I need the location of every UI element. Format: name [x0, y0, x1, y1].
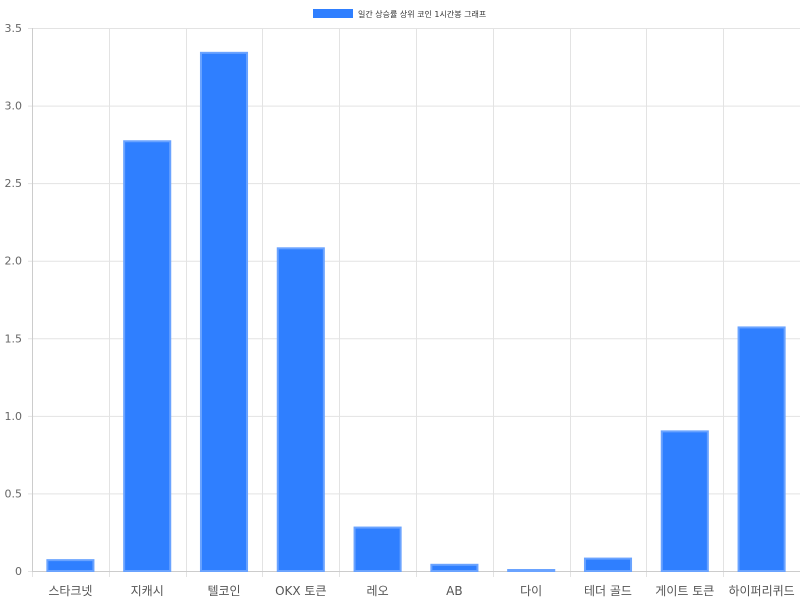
bar-4[interactable] [353, 526, 402, 572]
y-tick-label: 2.0 [5, 255, 23, 268]
y-tick-label: 1.0 [5, 410, 23, 423]
legend[interactable]: 일간 상승률 상위 코인 1시간봉 그래프 [313, 9, 486, 19]
y-axis-ticks: 0 0.5 1.0 1.5 2.0 2.5 3.0 3.5 [5, 22, 23, 578]
y-tick-label: 2.5 [5, 177, 23, 190]
bar-5[interactable] [430, 563, 479, 573]
x-tick-label: 텔코인 [207, 584, 240, 598]
y-tick-label: 0 [15, 565, 22, 578]
y-tick-label: 3.0 [5, 100, 23, 113]
bar-1[interactable] [123, 140, 172, 573]
x-tick-label: OKX 토큰 [275, 584, 326, 598]
bar-0[interactable] [46, 559, 95, 573]
bar-3[interactable] [276, 247, 325, 572]
x-tick-label: 스타크넷 [48, 584, 92, 598]
x-tick-label: 게이트 토큰 [655, 584, 714, 598]
bars [46, 51, 786, 573]
x-tick-label: 레오 [367, 584, 389, 598]
bar-2[interactable] [199, 51, 249, 572]
legend-label[interactable]: 일간 상승률 상위 코인 1시간봉 그래프 [358, 9, 486, 19]
x-tick-label: AB [446, 584, 462, 598]
y-tick-label: 0.5 [5, 487, 23, 500]
x-tick-label: 하이퍼리퀴드 [728, 584, 794, 598]
bar-6[interactable] [507, 569, 556, 572]
y-tick-label: 1.5 [5, 332, 23, 345]
x-tick-label: 다이 [520, 584, 542, 598]
bar-8[interactable] [660, 430, 709, 572]
x-tick-label: 지캐시 [131, 584, 164, 598]
x-axis-ticks: 스타크넷 지캐시 텔코인 OKX 토큰 레오 AB 다이 테더 골드 게이트 토큰 하이퍼리퀴드 [48, 584, 794, 598]
x-tick-label: 테더 골드 [584, 584, 632, 598]
bar-9[interactable] [737, 326, 786, 572]
bar-7[interactable] [583, 557, 633, 572]
y-tick-label: 3.5 [5, 22, 23, 35]
legend-swatch[interactable] [313, 9, 353, 18]
